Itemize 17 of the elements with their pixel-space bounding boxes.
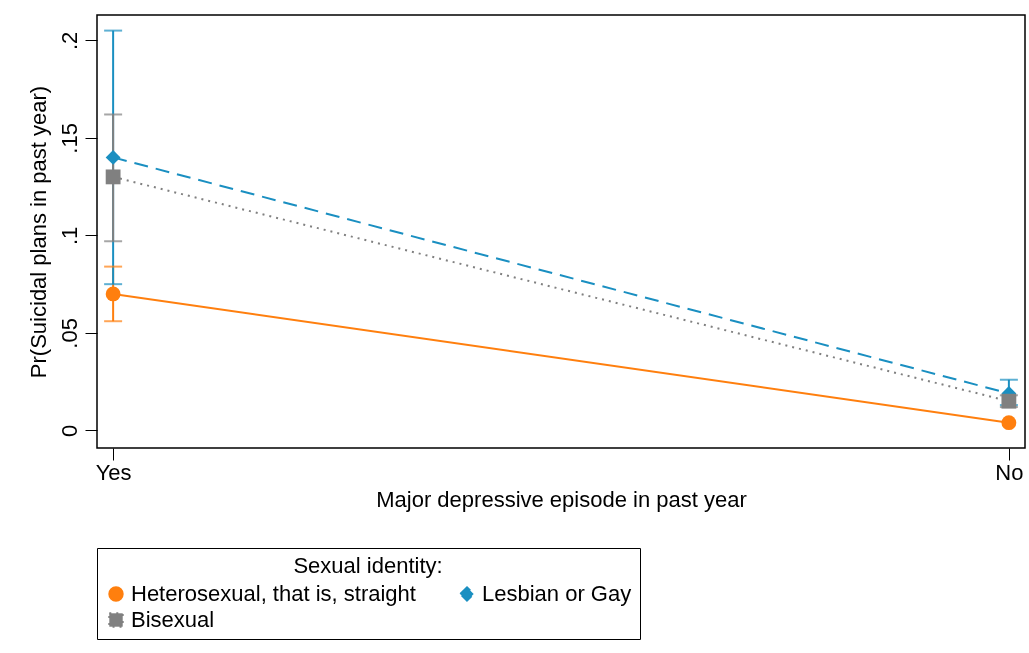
legend-title: Sexual identity: [293,553,443,578]
x-tick-label: Yes [95,459,132,485]
point [105,286,121,302]
y-tick-label: .1 [56,226,82,246]
legend-label: Bisexual [131,607,215,632]
point [105,149,121,165]
y-tick-label: .05 [56,318,82,349]
legend-label: Heterosexual, that is, straight [131,581,416,606]
y-tick-label: .2 [56,31,82,51]
point [105,169,121,185]
legend-label: Lesbian or Gay [482,581,632,606]
y-tick-label: 0 [56,424,82,438]
x-tick-label: No [995,459,1024,485]
y-axis-title: Pr(Suicidal plans in past year) [25,85,51,379]
point [1001,415,1017,431]
x-axis-title: Major depressive episode in past year [376,486,747,512]
y-tick-label: .15 [56,123,82,154]
